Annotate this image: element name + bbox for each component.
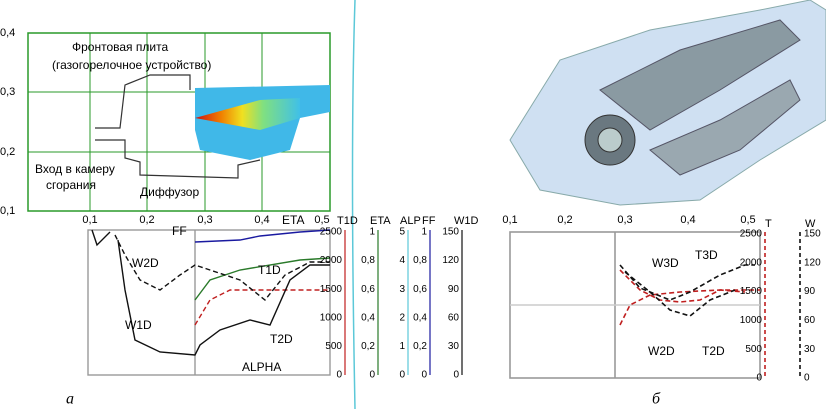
axis-tick-label: 60 — [804, 315, 816, 326]
axis-tick-label: 0 — [804, 373, 810, 384]
axis-tick-label: 5 — [399, 227, 405, 238]
x-tick-label: 0,2 — [139, 214, 154, 226]
figure: 0,4 0,3 0,2 0,1 0,1 0,2 0,3 0,4 0,5 0,1 0,2 0,3 0,4 0… — [0, 0, 826, 409]
y-tick-label: 0,1 — [0, 205, 15, 217]
axis-title: T — [765, 218, 772, 230]
annotation: (газогорелочное устройство) — [52, 58, 211, 72]
axis-tick-label: 0 — [369, 370, 375, 381]
x-tick-label: 0,4 — [254, 214, 269, 226]
curve-label: ALPHA — [242, 360, 281, 374]
axis-tick-label: 1 — [421, 227, 427, 238]
axis-title: T1D — [337, 215, 358, 227]
annotation: сгорания — [46, 178, 96, 192]
axis-tick-label: 1000 — [740, 315, 763, 326]
curve-label: W2D — [648, 344, 675, 358]
axis-tick-label: 0 — [399, 370, 405, 381]
y-tick-label: 0,2 — [0, 146, 15, 158]
axis-tick-label: 3 — [399, 284, 405, 295]
curve-label: T1D — [258, 263, 281, 277]
axis-tick-label: 500 — [325, 341, 342, 352]
curve-label: W1D — [125, 318, 152, 332]
caption: б — [652, 391, 661, 408]
axis-tick-label: 0 — [756, 373, 762, 384]
axis-tick-label: 150 — [804, 229, 821, 240]
axis-tick-label: 1500 — [740, 286, 763, 297]
axis-title: ALP — [400, 215, 421, 227]
axis-tick-label: 500 — [745, 344, 762, 355]
panel-a-axes — [345, 230, 462, 375]
y-tick-label: 0,3 — [0, 86, 15, 98]
axis-tick-label: 1 — [399, 341, 405, 352]
x-tick-label: 0,1 — [502, 214, 517, 226]
x-tick-label: 0,3 — [197, 214, 212, 226]
x-tick-label: 0,4 — [680, 214, 695, 226]
y-tick-label: 0,4 — [0, 27, 15, 39]
axis-tick-label: 0,4 — [413, 312, 427, 323]
axis-tick-label: 90 — [448, 284, 460, 295]
x-tick-label: 0,5 — [740, 214, 755, 226]
axis-tick-label: 0,4 — [361, 312, 375, 323]
annotation: Вход в камеру — [35, 162, 115, 176]
x-tick-label: 0,3 — [617, 214, 632, 226]
axis-tick-label: 0,6 — [361, 284, 375, 295]
x-tick-label: 0,2 — [557, 214, 572, 226]
axis-tick-label: 120 — [804, 257, 821, 268]
axis-title: FF — [422, 215, 436, 227]
curve-label: T2D — [270, 332, 293, 346]
axis-tick-label: 30 — [804, 344, 816, 355]
axis-tick-label: 1 — [369, 227, 375, 238]
axis-tick-label: 1000 — [320, 312, 343, 323]
axis-tick-label: 0 — [336, 370, 342, 381]
caption: а — [66, 391, 74, 408]
axis-tick-label: 2000 — [740, 257, 763, 268]
curve-label: W2D — [132, 256, 159, 270]
panel-a-plot — [88, 230, 330, 375]
chamber-3d-model — [510, 0, 826, 205]
curve-label: ETA — [282, 213, 304, 227]
axis-tick-label: 30 — [448, 341, 460, 352]
axis-tick-label: 2500 — [740, 229, 763, 240]
axis-tick-label: 2500 — [320, 227, 343, 238]
x-tick-label: 0,5 — [314, 214, 329, 226]
x-tick-label: 0,1 — [82, 214, 97, 226]
axis-tick-label: 2000 — [320, 255, 343, 266]
axis-tick-label: 150 — [442, 227, 459, 238]
annotation: Фронтовая плита — [72, 40, 168, 54]
axis-tick-label: 60 — [448, 312, 460, 323]
axis-tick-label: 0,2 — [413, 341, 427, 352]
axis-title: ETA — [370, 215, 391, 227]
curve-label: T2D — [702, 344, 725, 358]
axis-tick-label: 90 — [804, 286, 816, 297]
axis-tick-label: 0,8 — [361, 255, 375, 266]
axis-tick-label: 1500 — [320, 284, 343, 295]
axis-tick-label: 0,8 — [413, 255, 427, 266]
curve-label: T3D — [695, 248, 718, 262]
axis-tick-label: 2 — [399, 312, 405, 323]
curve-label: FF — [172, 224, 187, 238]
axis-tick-label: 0,6 — [413, 284, 427, 295]
axis-tick-label: 4 — [399, 255, 405, 266]
axis-tick-label: 0 — [453, 370, 459, 381]
annotation: Диффузор — [140, 185, 199, 199]
axis-tick-label: 0 — [421, 370, 427, 381]
axis-tick-label: 120 — [442, 255, 459, 266]
axis-tick-label: 0,2 — [361, 341, 375, 352]
curve-label: W3D — [652, 256, 679, 270]
axis-title: W1D — [454, 215, 479, 227]
